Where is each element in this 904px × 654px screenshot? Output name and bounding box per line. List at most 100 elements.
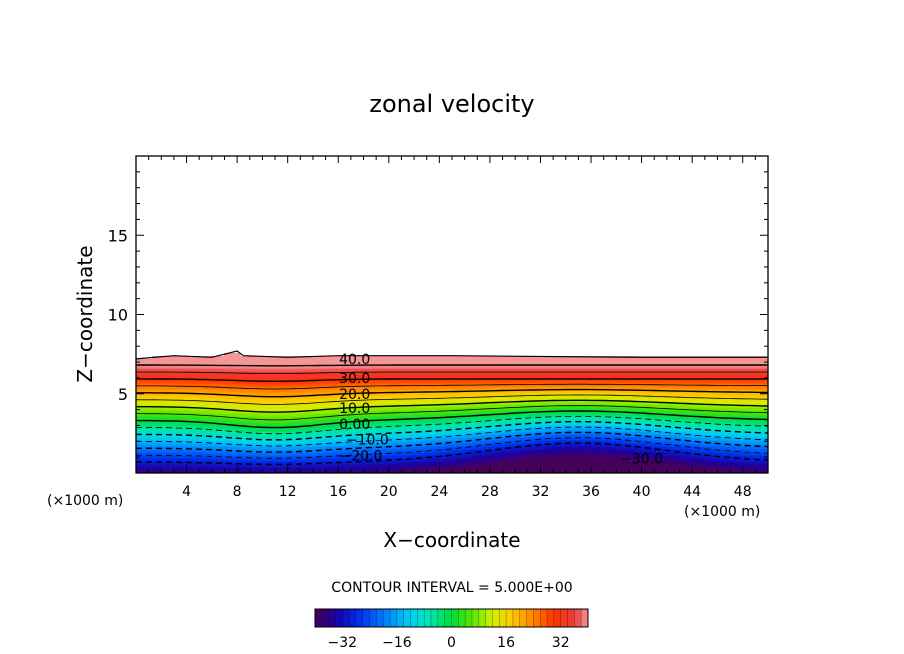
field-cell bbox=[392, 365, 397, 369]
field-cell bbox=[532, 413, 537, 417]
field-cell bbox=[160, 401, 165, 405]
field-cell bbox=[164, 443, 169, 447]
field-cell bbox=[400, 452, 405, 456]
field-cell bbox=[208, 380, 213, 384]
field-cell bbox=[136, 434, 141, 438]
field-cell bbox=[208, 413, 213, 417]
field-cell bbox=[352, 464, 357, 468]
field-cell bbox=[448, 407, 453, 411]
field-cell bbox=[444, 362, 449, 366]
field-cell bbox=[588, 446, 593, 450]
field-cell bbox=[200, 467, 205, 471]
field-cell bbox=[164, 407, 169, 411]
field-cell bbox=[560, 446, 565, 450]
field-cell bbox=[352, 395, 357, 399]
field-cell bbox=[212, 368, 217, 372]
field-cell bbox=[296, 461, 301, 465]
field-cell bbox=[360, 452, 365, 456]
field-cell bbox=[372, 356, 377, 360]
field-cell bbox=[556, 449, 561, 453]
field-cell bbox=[468, 431, 473, 435]
field-cell bbox=[640, 419, 645, 423]
field-cell bbox=[268, 446, 273, 450]
field-cell bbox=[604, 422, 609, 426]
field-cell bbox=[592, 383, 597, 387]
field-cell bbox=[524, 380, 529, 384]
field-cell bbox=[188, 362, 193, 366]
field-cell bbox=[476, 368, 481, 372]
field-cell bbox=[252, 455, 257, 459]
field-cell bbox=[588, 392, 593, 396]
field-cell bbox=[624, 365, 629, 369]
field-cell bbox=[596, 383, 601, 387]
field-cell bbox=[148, 410, 153, 414]
field-cell bbox=[496, 452, 501, 456]
field-cell bbox=[344, 362, 349, 366]
field-cell bbox=[324, 437, 329, 441]
field-cell bbox=[536, 428, 541, 432]
field-cell bbox=[540, 380, 545, 384]
field-cell bbox=[184, 431, 189, 435]
field-cell bbox=[596, 458, 601, 462]
field-cell bbox=[200, 440, 205, 444]
field-cell bbox=[316, 377, 321, 381]
field-cell bbox=[584, 428, 589, 432]
field-cell bbox=[480, 416, 485, 420]
field-cell bbox=[204, 443, 209, 447]
field-cell bbox=[628, 401, 633, 405]
field-cell bbox=[328, 431, 333, 435]
field-cell bbox=[172, 449, 177, 453]
field-cell bbox=[476, 410, 481, 414]
field-cell bbox=[580, 422, 585, 426]
field-cell bbox=[604, 428, 609, 432]
field-cell bbox=[380, 422, 385, 426]
field-cell bbox=[232, 392, 237, 396]
field-cell bbox=[244, 371, 249, 375]
field-cell bbox=[376, 467, 381, 471]
field-cell bbox=[300, 404, 305, 408]
field-cell bbox=[276, 428, 281, 432]
field-cell bbox=[344, 431, 349, 435]
field-cell bbox=[136, 407, 141, 411]
field-cell bbox=[576, 440, 581, 444]
field-cell bbox=[464, 437, 469, 441]
field-cell bbox=[420, 389, 425, 393]
field-cell bbox=[584, 437, 589, 441]
field-cell bbox=[472, 374, 477, 378]
field-cell bbox=[192, 467, 197, 471]
field-cell bbox=[584, 455, 589, 459]
field-cell bbox=[588, 413, 593, 417]
field-cell bbox=[136, 416, 141, 420]
field-cell bbox=[372, 443, 377, 447]
field-cell bbox=[208, 464, 213, 468]
field-cell bbox=[232, 395, 237, 399]
field-cell bbox=[244, 368, 249, 372]
field-cell bbox=[588, 467, 593, 471]
field-cell bbox=[612, 413, 617, 417]
field-cell bbox=[304, 428, 309, 432]
field-cell bbox=[552, 374, 557, 378]
field-cell bbox=[140, 383, 145, 387]
field-cell bbox=[252, 446, 257, 450]
field-cell bbox=[184, 449, 189, 453]
field-cell bbox=[388, 428, 393, 432]
field-cell bbox=[336, 452, 341, 456]
field-cell bbox=[196, 371, 201, 375]
field-cell bbox=[576, 437, 581, 441]
field-cell bbox=[344, 395, 349, 399]
field-cell bbox=[540, 359, 545, 363]
field-cell bbox=[536, 452, 541, 456]
field-cell bbox=[328, 404, 333, 408]
field-cell bbox=[492, 455, 497, 459]
field-cell bbox=[328, 389, 333, 393]
field-cell bbox=[368, 395, 373, 399]
field-cell bbox=[572, 455, 577, 459]
field-cell bbox=[552, 446, 557, 450]
field-cell bbox=[212, 464, 217, 468]
field-cell bbox=[576, 401, 581, 405]
field-cell bbox=[396, 386, 401, 390]
field-cell bbox=[500, 461, 505, 465]
field-cell bbox=[204, 455, 209, 459]
field-cell bbox=[368, 359, 373, 363]
field-cell bbox=[248, 368, 253, 372]
